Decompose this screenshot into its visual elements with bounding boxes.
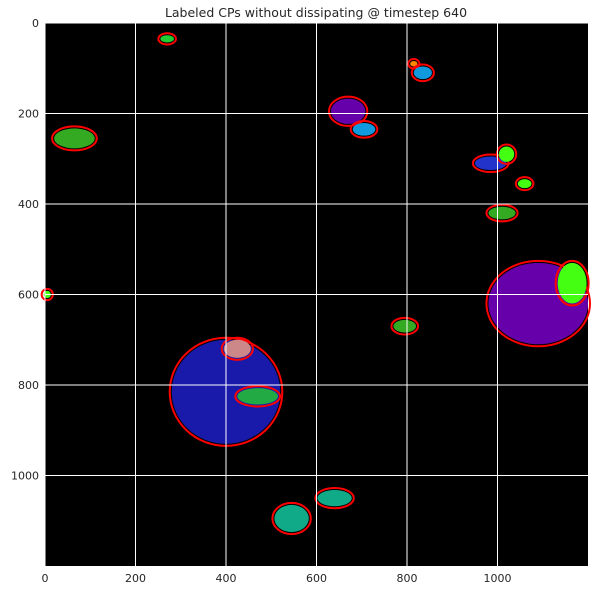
x-tick-label: 400 xyxy=(216,572,237,585)
y-tick-label: 800 xyxy=(18,379,39,392)
region-boundary xyxy=(485,203,519,223)
y-tick-label: 0 xyxy=(32,17,39,30)
x-tick-label: 200 xyxy=(125,572,146,585)
x-axis: 0 200 400 600 800 1000 xyxy=(42,572,512,585)
y-tick-label: 600 xyxy=(18,289,39,302)
region-boundary xyxy=(327,95,369,127)
region-cp-pink-large xyxy=(223,339,251,358)
regions-layer xyxy=(40,32,591,536)
y-tick-label: 400 xyxy=(18,198,39,211)
region-cp-green-left xyxy=(54,128,95,149)
region-boundary xyxy=(410,63,435,83)
y-axis: 0 200 400 600 800 1000 xyxy=(11,17,39,483)
region-cp-green-right xyxy=(488,206,516,220)
region-cp-cyan-center-top xyxy=(352,123,376,136)
region-cp-teal-bottom xyxy=(274,504,309,533)
region-boundary xyxy=(271,501,312,536)
region-boundary xyxy=(495,143,518,165)
region-boundary xyxy=(157,32,177,46)
region-boundary xyxy=(390,316,420,336)
grid-layer xyxy=(44,22,588,566)
x-tick-label: 800 xyxy=(397,572,418,585)
y-tick-label: 200 xyxy=(18,108,39,121)
region-boundary xyxy=(220,336,254,361)
region-cp-cyan-top xyxy=(413,66,432,80)
region-boundary xyxy=(314,486,355,510)
region-cp-lime-right xyxy=(498,146,515,162)
chart-title: Labeled CPs without dissipating @ timest… xyxy=(165,5,467,20)
region-boundary xyxy=(485,259,591,348)
region-cp-purple-center-top xyxy=(330,98,366,124)
x-tick-label: 1000 xyxy=(484,572,512,585)
region-boundary xyxy=(349,120,379,139)
x-tick-label: 600 xyxy=(306,572,327,585)
region-cp-small-top-left xyxy=(160,35,174,43)
y-tick-label: 1000 xyxy=(11,470,39,483)
region-cp-lime-far-right xyxy=(557,262,587,304)
region-boundary xyxy=(234,385,282,408)
region-boundary xyxy=(51,125,98,152)
region-cp-lime-right-2 xyxy=(517,179,532,189)
region-cp-green-large xyxy=(237,388,279,405)
region-cp-green-mid xyxy=(393,319,417,333)
region-boundary xyxy=(554,259,590,307)
x-tick-label: 0 xyxy=(42,572,49,585)
region-cp-orange-top xyxy=(410,61,418,67)
region-cp-teal-bottom-2 xyxy=(317,489,352,507)
region-boundary xyxy=(514,176,535,192)
